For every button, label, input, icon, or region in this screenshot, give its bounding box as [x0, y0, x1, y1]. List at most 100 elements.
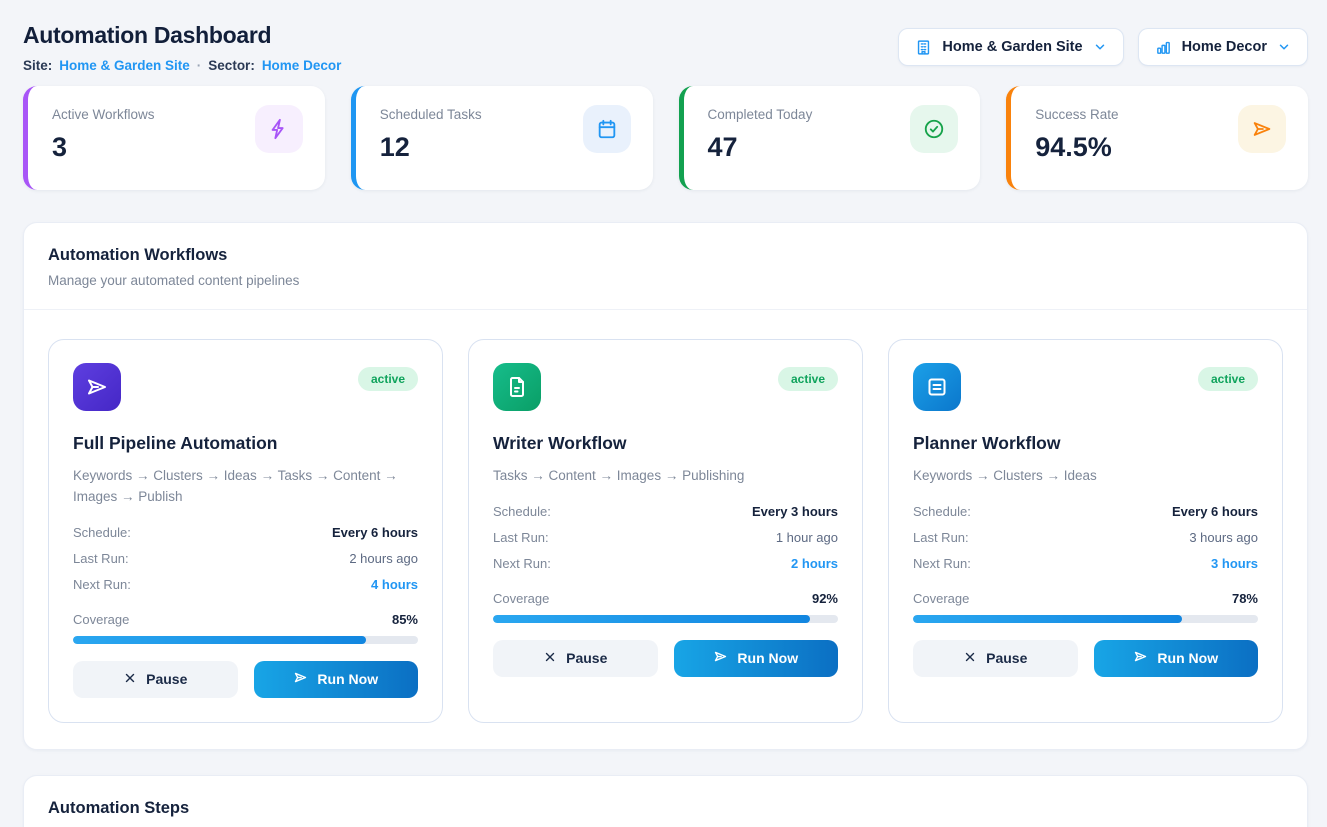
section-title: Automation Workflows — [48, 246, 228, 264]
check-circle-icon — [910, 105, 959, 153]
schedule-value: Every 6 hours — [332, 524, 418, 540]
schedule-label: Schedule: — [913, 503, 971, 519]
workflow-buttons: Pause Run Now — [913, 639, 1258, 677]
coverage-label: Coverage — [73, 611, 130, 627]
last-run-value: 2 hours ago — [349, 550, 418, 566]
chevron-down-icon — [1277, 40, 1291, 54]
send-icon — [73, 363, 121, 411]
stat-label: Completed Today — [707, 107, 813, 122]
coverage-bar-fill — [493, 614, 811, 623]
stat-value: 12 — [379, 132, 410, 162]
coverage-bar — [73, 635, 418, 644]
workflow-details: Schedule: Every 3 hours Last Run: 1 hour… — [493, 504, 838, 582]
workflow-card-full-pipeline: active Full Pipeline Automation Keywords… — [48, 339, 443, 723]
workflow-buttons: Pause Run Now — [493, 639, 838, 677]
workflow-pipeline: Tasks → Content → Images → Publishing — [493, 468, 745, 483]
steps-section-header: Automation Steps Configure which steps a… — [24, 776, 1307, 827]
workflow-pipeline: Keywords → Clusters → Ideas → Tasks → Co… — [73, 468, 398, 504]
stat-label: Active Workflows — [52, 107, 155, 122]
header-dropdowns: Home & Garden Site Home Decor — [898, 28, 1308, 66]
send-icon — [1238, 105, 1286, 153]
last-run-label: Last Run: — [493, 529, 549, 545]
workflow-card-top: active — [913, 363, 1258, 411]
page-title: Automation Dashboard — [23, 22, 272, 48]
last-run-value: 3 hours ago — [1189, 529, 1258, 545]
status-badge: active — [1197, 367, 1258, 391]
stat-card-completed-today: Completed Today 47 — [678, 86, 981, 190]
steps-section: Automation Steps Configure which steps a… — [23, 774, 1308, 827]
workflows-section: Automation Workflows Manage your automat… — [23, 222, 1308, 750]
run-now-button[interactable]: Run Now — [253, 660, 418, 698]
status-badge: active — [777, 367, 838, 391]
x-icon — [543, 650, 557, 667]
lightning-icon — [254, 105, 303, 153]
next-run-label: Next Run: — [493, 555, 551, 571]
site-dropdown[interactable]: Home & Garden Site — [898, 28, 1124, 66]
stat-value: 3 — [52, 132, 68, 162]
workflow-card-top: active — [493, 363, 838, 411]
last-run-row: Last Run: 3 hours ago — [913, 530, 1258, 545]
coverage-label: Coverage — [493, 590, 550, 606]
schedule-label: Schedule: — [493, 503, 551, 519]
stat-card-active-workflows: Active Workflows 3 — [23, 86, 325, 190]
send-icon — [1133, 649, 1148, 667]
next-run-label: Next Run: — [913, 555, 971, 571]
page-header: Automation Dashboard Site: Home & Garden… — [23, 22, 1308, 73]
sector-dropdown-label: Home Decor — [1181, 39, 1267, 55]
site-label: Site: — [23, 58, 53, 73]
last-run-value: 1 hour ago — [775, 529, 838, 545]
site-dropdown-label: Home & Garden Site — [942, 39, 1083, 55]
sector-dropdown[interactable]: Home Decor — [1137, 28, 1308, 66]
pause-label: Pause — [986, 650, 1028, 667]
next-run-row: Next Run: 3 hours — [913, 556, 1258, 571]
pause-button[interactable]: Pause — [493, 639, 658, 677]
coverage-row: Coverage 92% — [493, 591, 838, 606]
coverage-value: 78% — [1231, 590, 1258, 606]
document-icon — [493, 363, 541, 411]
list-icon — [913, 363, 961, 411]
run-now-button[interactable]: Run Now — [673, 639, 838, 677]
chevron-down-icon — [1093, 40, 1107, 54]
workflow-name: Planner Workflow — [913, 433, 1061, 453]
schedule-row: Schedule: Every 6 hours — [73, 525, 418, 540]
send-icon — [293, 670, 308, 688]
workflow-card-top: active — [73, 363, 418, 411]
coverage-bar — [493, 614, 838, 623]
pause-label: Pause — [146, 671, 188, 688]
workflow-buttons: Pause Run Now — [73, 660, 418, 698]
next-run-value: 4 hours — [371, 576, 418, 592]
coverage-value: 85% — [391, 611, 418, 627]
workflow-pipeline: Keywords → Clusters → Ideas — [913, 468, 1097, 483]
coverage-bar-fill — [913, 614, 1183, 623]
next-run-row: Next Run: 2 hours — [493, 556, 838, 571]
pause-button[interactable]: Pause — [913, 639, 1078, 677]
last-run-row: Last Run: 2 hours ago — [73, 551, 418, 566]
coverage-value: 92% — [811, 590, 838, 606]
stat-card-success-rate: Success Rate 94.5% — [1006, 86, 1308, 190]
pause-button[interactable]: Pause — [73, 660, 238, 698]
send-icon — [713, 649, 728, 667]
schedule-row: Schedule: Every 6 hours — [913, 504, 1258, 519]
bar-chart-icon — [1155, 39, 1172, 56]
workflows-section-header: Automation Workflows Manage your automat… — [24, 223, 1307, 310]
x-icon — [963, 650, 977, 667]
building-icon — [915, 39, 932, 56]
separator-dot: · — [196, 58, 202, 73]
workflow-details: Schedule: Every 6 hours Last Run: 3 hour… — [913, 504, 1258, 582]
schedule-value: Every 6 hours — [1172, 503, 1258, 519]
coverage-label: Coverage — [913, 590, 970, 606]
sector-link[interactable]: Home Decor — [261, 58, 342, 73]
next-run-label: Next Run: — [73, 576, 131, 592]
last-run-row: Last Run: 1 hour ago — [493, 530, 838, 545]
workflow-name: Writer Workflow — [493, 433, 627, 453]
last-run-label: Last Run: — [73, 550, 129, 566]
site-link[interactable]: Home & Garden Site — [59, 58, 190, 73]
sector-label: Sector: — [208, 58, 255, 73]
section-subtitle: Configure which steps are automated — [48, 826, 1283, 827]
title-block: Automation Dashboard Site: Home & Garden… — [23, 22, 341, 73]
section-subtitle: Manage your automated content pipelines — [48, 273, 300, 288]
last-run-label: Last Run: — [913, 529, 969, 545]
status-badge: active — [357, 367, 418, 391]
run-now-button[interactable]: Run Now — [1093, 639, 1258, 677]
coverage-row: Coverage 78% — [913, 591, 1258, 606]
